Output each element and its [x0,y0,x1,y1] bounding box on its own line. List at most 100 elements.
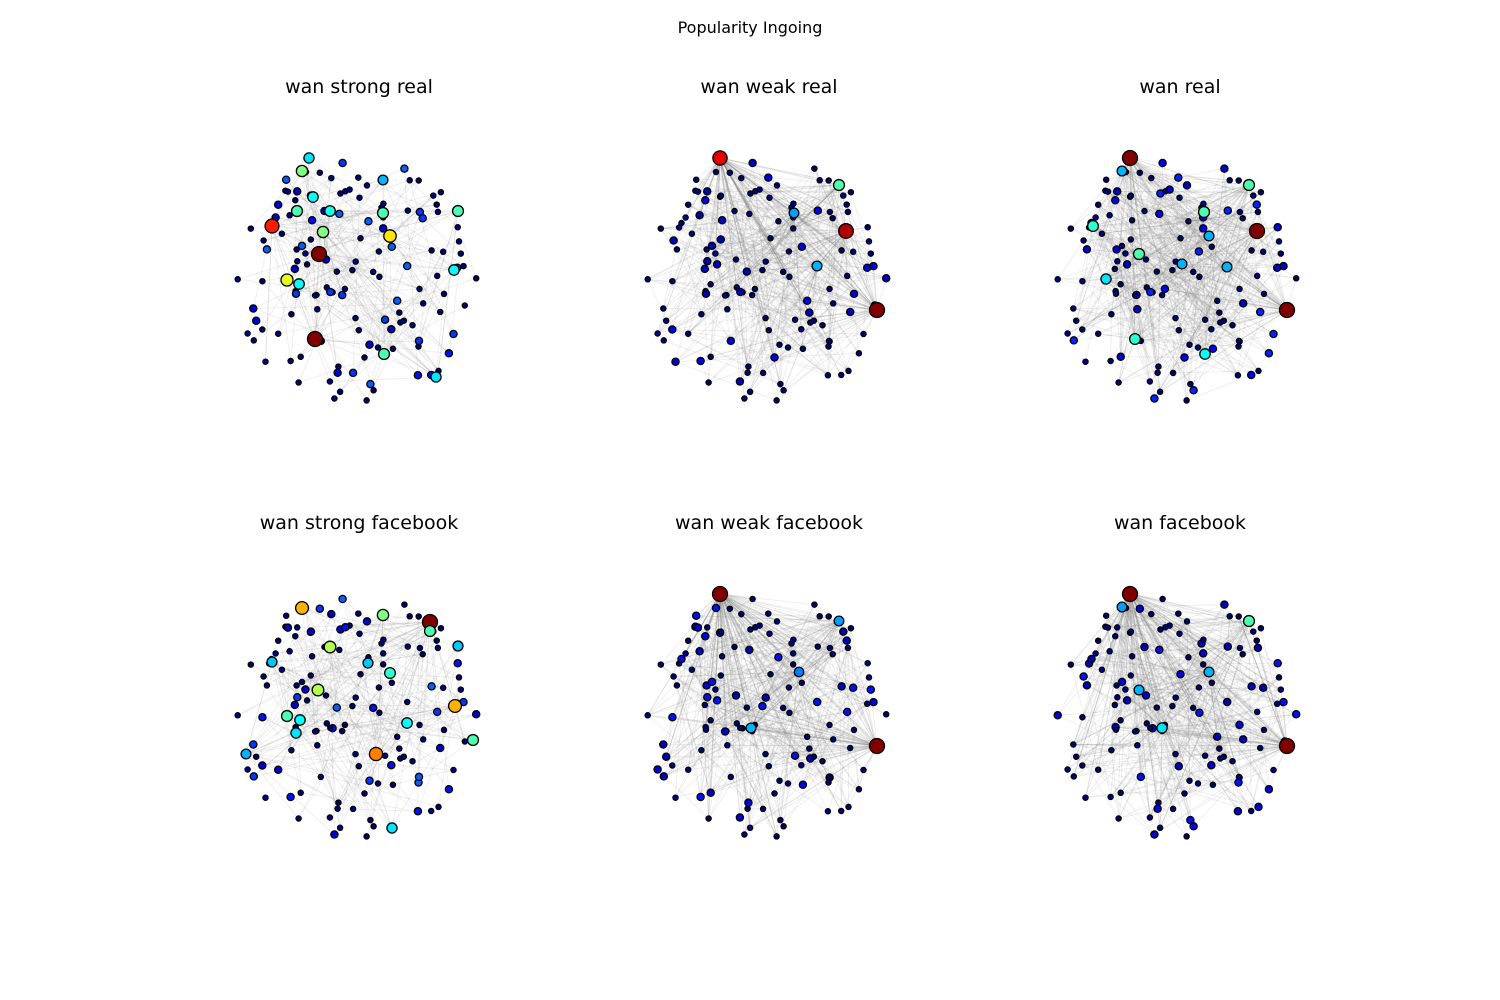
edge [1114,636,1155,835]
edge [1105,278,1191,385]
edge [699,616,829,652]
edge [782,671,800,709]
edge [1129,593,1188,622]
edge [754,724,808,738]
edge [1238,309,1288,342]
graph-node [244,330,251,337]
edge [747,288,756,367]
graph-node [1255,307,1265,317]
edge [747,212,795,373]
edge [813,745,878,758]
edge [345,621,431,628]
edge [1138,689,1240,726]
edge [647,245,713,280]
edge [1161,713,1297,729]
graph-node [334,805,341,812]
graph-node [286,212,293,219]
edge [707,184,840,262]
edge [719,593,847,642]
edge [1129,632,1264,689]
edge [318,253,450,354]
graph-node [819,757,826,765]
edge [1129,593,1259,808]
edge [744,267,868,399]
edge [1121,606,1148,724]
edge [1097,204,1270,354]
edge [719,157,878,311]
edge [678,663,878,747]
edge [1116,191,1145,212]
edge [253,191,442,341]
edge [1105,615,1117,728]
graph-node [1172,314,1179,322]
graph-node [1183,618,1191,625]
graph-node [744,798,753,807]
edge [719,593,802,766]
edge [295,729,339,809]
edge [716,157,721,265]
edge [1156,235,1210,272]
edge [372,682,393,709]
edge [1134,338,1206,355]
graph-node [338,727,346,735]
edge [1118,604,1225,819]
edge [286,279,368,401]
edge [746,707,766,755]
graph-node [404,643,412,650]
edge [793,212,854,253]
edge [1202,664,1288,747]
graph-node [328,174,335,182]
graph-node [701,195,710,205]
graph-node [1252,200,1261,209]
graph-node [882,711,890,718]
graph-node [843,272,851,280]
edge [286,279,316,340]
edge [1110,207,1202,362]
edge [1105,179,1140,255]
edge [719,593,741,729]
graph-node [847,624,855,632]
edge [719,593,842,687]
edge [1129,157,1254,197]
edge [406,722,441,749]
edge [719,157,842,251]
graph-node [413,807,423,816]
edge [1161,727,1265,731]
graph-node [762,750,769,758]
edge [1219,230,1258,323]
edge [750,653,834,729]
graph-node [370,387,377,394]
edge [1130,195,1140,255]
edge [298,251,380,285]
edge [1092,225,1159,373]
edge [710,727,752,794]
edge [840,309,878,376]
edge [1073,593,1131,777]
edge [1134,193,1161,340]
graph-node [341,623,350,632]
graph-node [746,824,754,832]
edge [719,593,792,644]
graph-node [1134,742,1141,749]
edge [377,269,455,348]
edge [816,701,824,762]
edge [1223,604,1288,747]
graph-node [1220,164,1229,173]
edge [1073,744,1288,747]
edge [681,222,818,267]
graph-node [660,337,668,344]
edge [720,184,840,198]
edge [1131,177,1179,221]
edge [1057,278,1137,296]
edge [339,621,431,828]
edge [1116,626,1166,698]
edge [285,615,374,709]
graph-node [400,753,408,760]
edge [1095,653,1288,747]
edge [375,753,419,812]
edge [647,714,706,728]
graph-node [1275,238,1283,245]
graph-node [786,709,793,717]
edge [1116,685,1252,812]
edge [1193,713,1297,827]
